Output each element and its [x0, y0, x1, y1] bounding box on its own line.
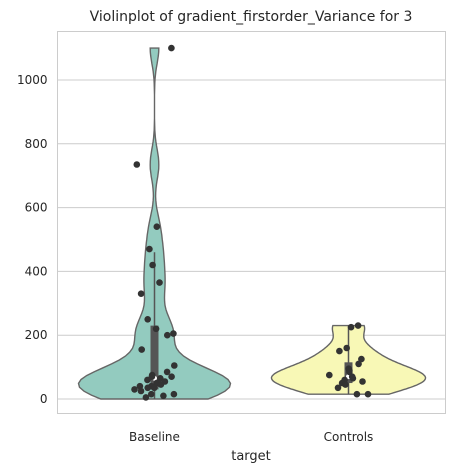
data-point	[156, 279, 163, 286]
x-tick-label: Baseline	[129, 430, 180, 444]
data-point	[342, 381, 349, 388]
chart-title: Violinplot of gradient_firstorder_Varian…	[90, 9, 413, 25]
data-point	[153, 326, 160, 333]
data-point	[335, 385, 342, 392]
data-point	[154, 223, 161, 230]
data-point	[336, 348, 343, 355]
y-tick-label: 0	[40, 392, 48, 406]
data-point	[131, 386, 138, 393]
data-point	[144, 385, 151, 392]
x-tick-label: Controls	[324, 430, 374, 444]
data-point	[138, 346, 145, 353]
data-point	[354, 391, 361, 398]
data-point	[326, 372, 333, 379]
data-point	[350, 375, 357, 382]
data-point	[149, 262, 156, 269]
data-point	[164, 369, 171, 376]
data-point	[158, 381, 165, 388]
x-axis-label: target	[231, 449, 271, 464]
data-point	[365, 391, 372, 398]
plot-frame	[58, 32, 446, 414]
data-point	[171, 391, 178, 398]
data-point	[359, 378, 366, 385]
data-point	[160, 393, 167, 400]
y-tick-label: 200	[25, 328, 48, 342]
data-point	[355, 322, 362, 329]
violins	[79, 48, 426, 399]
data-point	[144, 316, 151, 323]
y-axis: 0 200 400 600 800 1000	[17, 73, 48, 406]
data-point	[343, 345, 350, 352]
data-point	[168, 373, 175, 380]
y-tick-label: 600	[25, 201, 48, 215]
x-axis: Baseline Controls	[129, 430, 373, 444]
data-point	[168, 45, 175, 52]
data-point	[143, 394, 150, 401]
y-tick-label: 400	[25, 264, 48, 278]
data-point	[138, 290, 145, 297]
y-tick-label: 800	[25, 137, 48, 151]
data-point	[151, 385, 158, 392]
data-point	[355, 361, 362, 368]
data-point	[146, 246, 153, 253]
y-tick-label: 1000	[17, 73, 48, 87]
data-point	[171, 362, 178, 369]
data-point	[144, 377, 151, 384]
data-point	[134, 161, 141, 168]
data-point	[164, 332, 171, 339]
grid-lines	[58, 80, 446, 399]
data-point	[138, 388, 145, 395]
data-point	[348, 324, 355, 331]
data-point	[170, 330, 177, 337]
